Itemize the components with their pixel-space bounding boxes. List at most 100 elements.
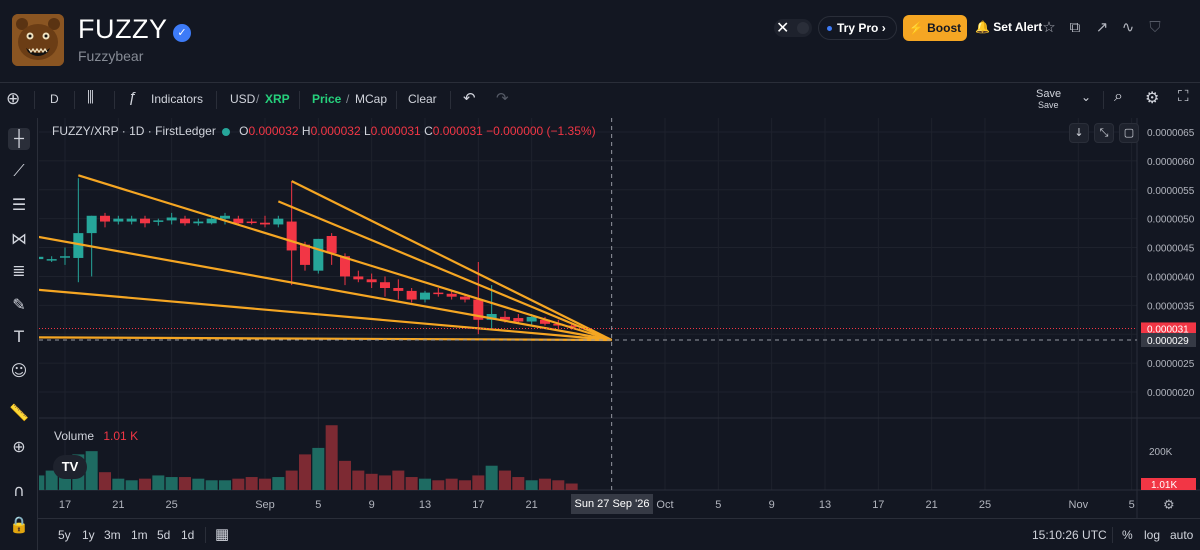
mcap-mode[interactable]: MCap: [355, 92, 388, 106]
tradingview-logo-icon[interactable]: TV: [53, 455, 87, 479]
add-symbol-icon[interactable]: ⊕: [6, 89, 21, 108]
fullscreen-icon[interactable]: ⛶: [1178, 88, 1189, 105]
collapse-icon[interactable]: ⤡: [1094, 123, 1114, 143]
indicators-icon: ƒ: [128, 89, 137, 106]
toggle-knob: [797, 22, 809, 34]
axis-settings-icon: ⚙: [1163, 498, 1175, 513]
chart-toolbar: ⊕ D ⫼ ƒ Indicators USD / XRP Price / MCa…: [0, 82, 1200, 116]
clear-button[interactable]: Clear: [408, 92, 437, 106]
range-5y[interactable]: 5y: [58, 528, 71, 542]
candle-body: [39, 256, 44, 260]
time-tick-label: 13: [419, 499, 431, 511]
save-button[interactable]: Save: [1036, 88, 1062, 100]
candle-body: [99, 215, 110, 222]
shield-icon[interactable]: ⛉: [1149, 18, 1161, 36]
volume-bar: [165, 477, 178, 490]
candle-body: [73, 233, 84, 258]
divider: [1103, 91, 1104, 109]
range-5d[interactable]: 5d: [157, 528, 171, 542]
trendline: [277, 200, 613, 342]
candle-body: [433, 292, 444, 295]
magnet-icon[interactable]: ∩: [13, 481, 25, 500]
pattern-tool-icon[interactable]: ⋈: [11, 229, 27, 248]
volume-bar: [538, 478, 551, 490]
currency-usd[interactable]: USD: [230, 92, 256, 106]
divider: [1112, 527, 1113, 543]
log-toggle[interactable]: log: [1144, 528, 1161, 542]
last-price-label: 0.000031: [1147, 324, 1189, 335]
range-1m[interactable]: 1m: [131, 528, 148, 542]
ruler-tool-icon[interactable]: 📏: [9, 403, 29, 422]
external-link-icon[interactable]: ↗: [1095, 18, 1109, 36]
star-icon[interactable]: ☆: [1042, 18, 1056, 36]
volume-bar: [192, 478, 205, 490]
low-label: L: [363, 124, 371, 138]
quick-search-icon[interactable]: ⌕: [1114, 88, 1123, 105]
interval-button[interactable]: D: [50, 92, 59, 106]
currency-xrp[interactable]: XRP: [265, 92, 290, 106]
pulse-icon[interactable]: ∿: [1121, 18, 1135, 36]
text-tool-icon[interactable]: T: [14, 327, 24, 346]
candle-body: [219, 215, 230, 219]
percent-toggle[interactable]: %: [1122, 528, 1133, 542]
undo-icon[interactable]: ↶: [463, 90, 476, 107]
volume-bar: [45, 470, 58, 490]
time-tick-label: 9: [769, 499, 775, 511]
try-pro-button[interactable]: Try Pro ›: [818, 16, 897, 40]
indicators-button[interactable]: Indicators: [151, 92, 204, 106]
x-toggle[interactable]: ✕: [774, 18, 812, 37]
range-1y[interactable]: 1y: [82, 528, 95, 542]
chart-legend: FUZZY/XRP · 1D · FirstLedger O0.000032 H…: [52, 124, 596, 138]
redo-icon[interactable]: ↷: [496, 90, 509, 107]
price-tick-label: 0.0000060: [1147, 157, 1195, 168]
calendar-icon[interactable]: ▦: [215, 526, 230, 543]
lock-drawings-icon[interactable]: 🔒: [9, 515, 29, 534]
set-alert-button[interactable]: 🔔 Set Alert: [975, 20, 1042, 34]
range-3m[interactable]: 3m: [104, 528, 121, 542]
volume-bar: [525, 480, 538, 490]
utc-clock[interactable]: 15:10:26 UTC: [1032, 528, 1107, 542]
brush-tool-icon[interactable]: ✎: [12, 295, 26, 314]
volume-bar: [98, 472, 111, 490]
divider: [114, 91, 115, 109]
settings-icon[interactable]: ⚙: [1145, 90, 1160, 107]
candle-body: [46, 259, 57, 261]
pro-dot-icon: [827, 26, 832, 32]
zoom-in-icon[interactable]: ⊕: [12, 437, 26, 456]
candles-icon[interactable]: ⫼: [87, 89, 94, 106]
volume-bar: [445, 478, 458, 490]
volume-last-label: 1.01K: [1151, 480, 1177, 491]
volume-bar: [39, 475, 45, 490]
horizontal-lines-icon[interactable]: ☰: [11, 195, 27, 214]
time-tick-label: 17: [872, 499, 884, 511]
candle-body: [419, 292, 430, 300]
time-tick-label: 25: [166, 499, 178, 511]
scroll-to-latest-icon[interactable]: ↓: [1069, 123, 1089, 143]
volume-bar: [285, 470, 298, 490]
auto-toggle[interactable]: auto: [1170, 528, 1194, 542]
trendline-tool-icon[interactable]: ⟋: [13, 161, 25, 180]
token-subtitle: Fuzzybear: [78, 48, 144, 64]
range-1d[interactable]: 1d: [181, 528, 195, 542]
fib-tool-icon[interactable]: ≣: [12, 261, 26, 280]
candle-body: [246, 221, 257, 224]
boost-button[interactable]: ⚡ Boost: [903, 15, 967, 41]
emoji-tool-icon[interactable]: ☺: [10, 361, 28, 380]
copy-icon[interactable]: ⧉: [1069, 18, 1081, 36]
chevron-down-icon[interactable]: ⌄: [1081, 90, 1092, 104]
candle-body: [273, 218, 284, 225]
bottom-bar: 5y 1y 3m 1m 5d 1d ▦ 15:10:26 UTC % log a…: [38, 518, 1200, 550]
price-chart[interactable]: 0.0000065 0.0000060 0.0000055 0.0000050 0.00…: [39, 118, 1200, 518]
price-tick-label: 0.0000035: [1147, 301, 1195, 312]
trendline: [78, 174, 612, 342]
candle-body: [166, 217, 177, 221]
candle-body: [206, 218, 217, 224]
divider: [450, 91, 451, 109]
price-mode[interactable]: Price: [312, 92, 342, 106]
time-tick-label: 5: [1129, 499, 1135, 511]
volume-bar: [312, 447, 325, 490]
crosshair-icon[interactable]: ┼: [8, 128, 30, 150]
time-tick-label: 21: [526, 499, 538, 511]
maximize-icon[interactable]: ▢: [1119, 123, 1139, 143]
volume-bar: [552, 480, 565, 490]
